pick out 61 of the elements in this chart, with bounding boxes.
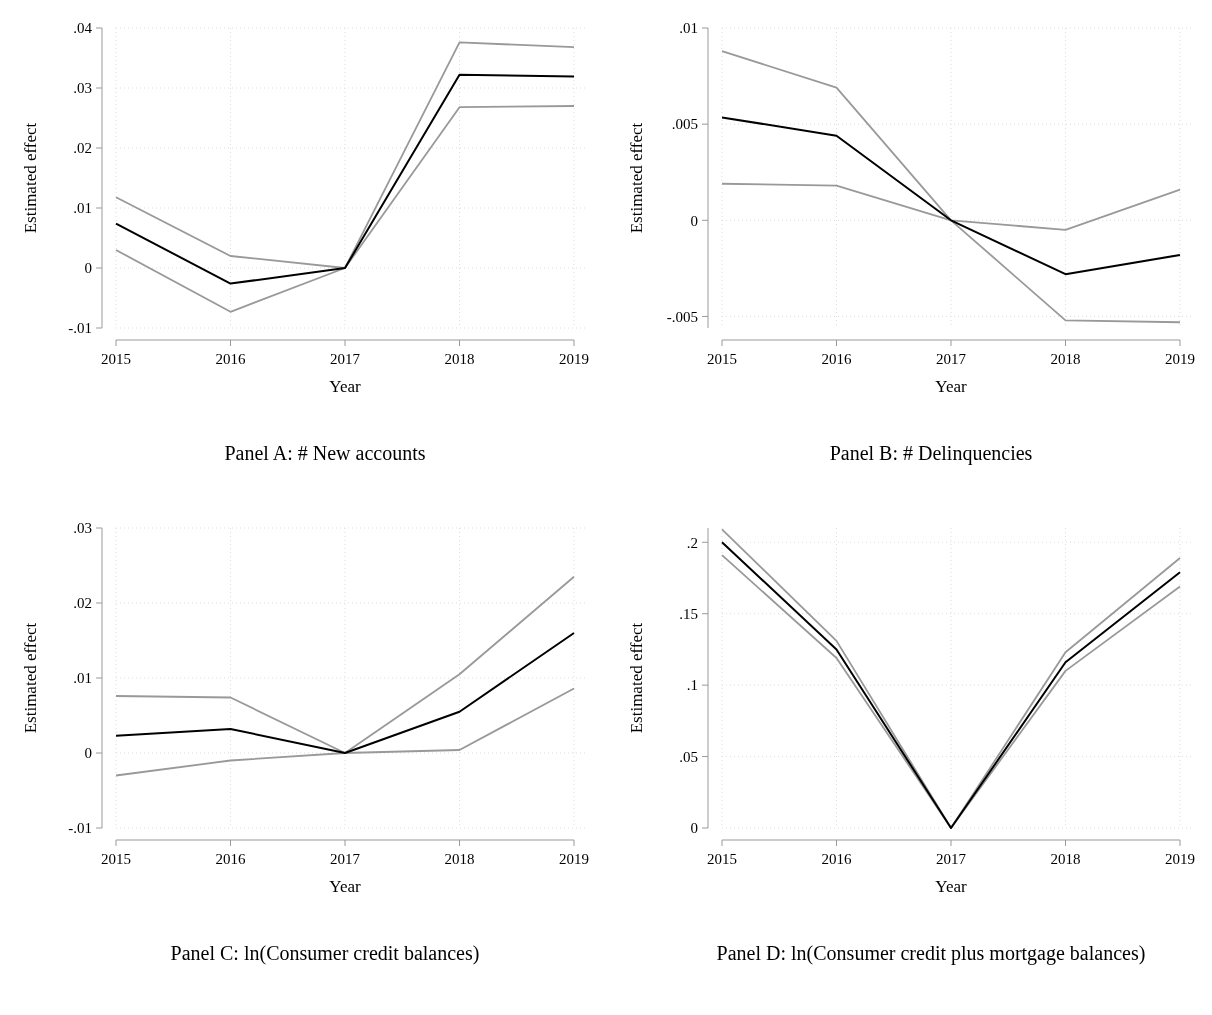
x-tick-label: 2015: [101, 851, 131, 867]
y-tick-label: .04: [73, 20, 93, 37]
text: Panel A: # New accounts: [224, 442, 426, 464]
line-series: [115, 687, 575, 777]
x-tick-label: 2016: [215, 851, 246, 867]
x-tick-label: 2017: [936, 351, 967, 367]
x-axis-title: Year: [935, 877, 967, 896]
x-tick-label: 2018: [1050, 851, 1081, 867]
y-tick-label: .03: [73, 80, 92, 97]
x-tick-label: 2017: [330, 351, 361, 367]
y-tick-label: .005: [671, 116, 698, 133]
line-series: [721, 50, 1181, 231]
x-tick-label: 2018: [1050, 351, 1081, 367]
x-tick-label: 2019: [1165, 351, 1195, 367]
y-tick-label: -.01: [68, 320, 92, 337]
y-tick-label: -.01: [68, 820, 92, 837]
text: Panel C: ln(Consumer credit balances): [170, 942, 480, 965]
x-tick-label: 2019: [559, 851, 589, 867]
line-series: [115, 73, 575, 285]
text: Panel B: # Delinquencies: [829, 442, 1033, 465]
y-axis-title: Estimated effect: [21, 122, 40, 234]
y-tick-label: .03: [73, 520, 92, 537]
y-tick-label: .2: [686, 534, 698, 551]
y-tick-label: -.005: [666, 308, 698, 325]
line-series: [115, 632, 575, 754]
x-axis-title: Year: [329, 377, 361, 396]
y-tick-label: .02: [73, 140, 92, 157]
y-tick-label: .01: [679, 20, 698, 37]
line-series: [721, 116, 1181, 276]
x-tick-label: 2016: [821, 351, 852, 367]
y-tick-label: .01: [73, 200, 92, 217]
y-tick-label: 0: [84, 745, 92, 762]
y-tick-label: 0: [84, 260, 92, 277]
y-axis-title: Estimated effect: [21, 622, 40, 734]
y-axis-title: Estimated effect: [627, 622, 646, 734]
y-tick-label: 0: [690, 820, 698, 837]
x-tick-label: 2018: [444, 851, 475, 867]
line-series: [115, 41, 575, 269]
y-tick-label: .05: [679, 748, 698, 765]
y-tick-label: .15: [679, 605, 698, 622]
x-tick-label: 2017: [936, 851, 967, 867]
y-tick-label: .02: [73, 595, 92, 612]
x-tick-label: 2017: [330, 851, 361, 867]
y-tick-label: .1: [686, 677, 698, 694]
x-tick-label: 2015: [101, 351, 131, 367]
line-series: [115, 105, 575, 313]
x-tick-label: 2019: [1165, 851, 1195, 867]
x-tick-label: 2019: [559, 351, 589, 367]
y-tick-label: 0: [690, 212, 698, 229]
line-series: [115, 575, 575, 754]
y-tick-label: .01: [73, 670, 92, 687]
x-axis-title: Year: [935, 377, 967, 396]
x-tick-label: 2015: [707, 351, 737, 367]
x-tick-label: 2015: [707, 851, 737, 867]
x-tick-label: 2016: [215, 351, 246, 367]
x-tick-label: 2018: [444, 351, 475, 367]
x-tick-label: 2016: [821, 851, 852, 867]
line-series: [721, 182, 1181, 324]
x-axis-title: Year: [329, 877, 361, 896]
text: Panel D: ln(Consumer credit plus mortgage balances): [716, 942, 1146, 965]
y-axis-title: Estimated effect: [627, 122, 646, 234]
